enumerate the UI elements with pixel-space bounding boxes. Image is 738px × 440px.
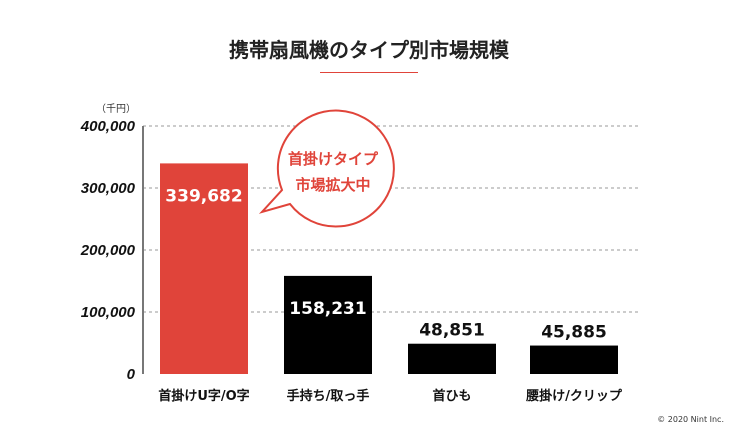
annotation-line2: 市場拡大中 bbox=[295, 176, 370, 194]
y-tick-label: 100,000 bbox=[81, 304, 136, 321]
copyright: © 2020 Nint Inc. bbox=[657, 415, 724, 424]
bar bbox=[160, 163, 248, 374]
x-tick-label: 首掛けU字/O字 bbox=[158, 388, 249, 404]
data-label: 45,885 bbox=[541, 323, 607, 343]
speech-bubble bbox=[258, 109, 395, 228]
data-label: 339,682 bbox=[165, 186, 242, 206]
unit-label: （千円） bbox=[96, 104, 136, 115]
data-label: 158,231 bbox=[289, 299, 366, 319]
y-tick-label: 300,000 bbox=[81, 180, 136, 197]
y-tick-label: 200,000 bbox=[80, 242, 136, 259]
y-tick-label: 0 bbox=[127, 366, 136, 383]
data-label: 48,851 bbox=[419, 321, 485, 341]
annotation-line1: 首掛けタイプ bbox=[288, 150, 379, 168]
x-tick-label: 手持ち/取っ手 bbox=[287, 388, 370, 404]
chart-title: 携帯扇風機のタイプ別市場規模 bbox=[229, 38, 509, 62]
x-tick-label: 腰掛け/クリップ bbox=[525, 388, 623, 404]
y-tick-label: 400,000 bbox=[80, 118, 136, 135]
bar bbox=[408, 343, 496, 374]
title-underline bbox=[320, 72, 418, 73]
bar bbox=[284, 275, 372, 374]
x-tick-label: 首ひも bbox=[432, 388, 471, 404]
bar bbox=[530, 345, 618, 374]
